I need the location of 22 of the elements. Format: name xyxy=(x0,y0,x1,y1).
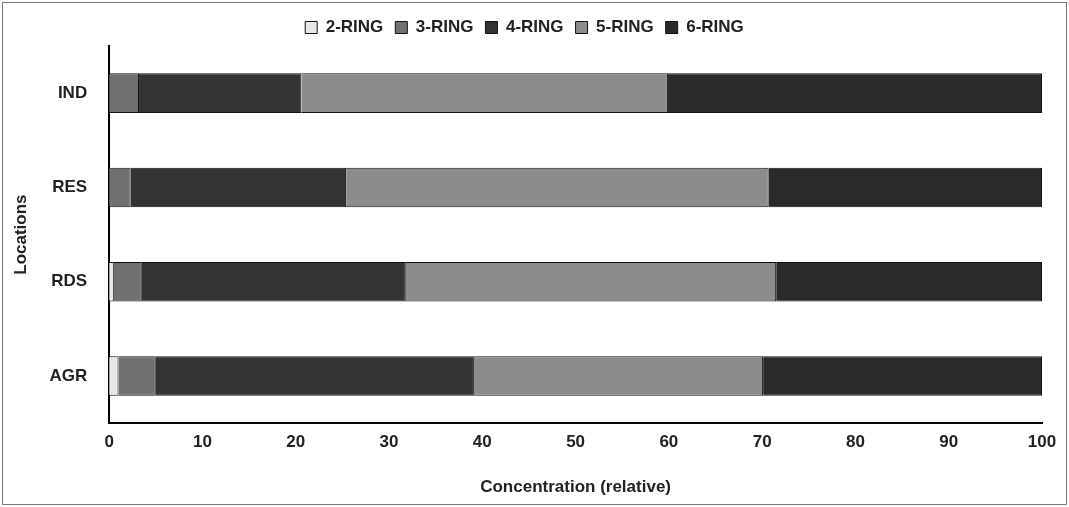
y-axis-title: Locations xyxy=(10,194,30,275)
x-tick-label: 70 xyxy=(752,432,772,452)
legend-label: 5-RING xyxy=(596,17,654,37)
x-tick-label: 90 xyxy=(939,432,959,452)
y-tick-label: RES xyxy=(52,177,88,197)
x-tick-label: 40 xyxy=(472,432,492,452)
legend-label: 3-RING xyxy=(415,17,474,37)
x-tick-label: 0 xyxy=(104,432,114,452)
x-tick-label: 30 xyxy=(379,432,399,452)
y-tick-label: AGR xyxy=(49,365,88,385)
x-tick-label: 100 xyxy=(1027,432,1057,452)
y-tick-label: IND xyxy=(57,82,88,102)
y-tick-label: RDS xyxy=(51,271,88,291)
x-tick-label: 20 xyxy=(286,432,306,452)
x-tick-label: 60 xyxy=(659,432,679,452)
legend-label: 6-RING xyxy=(686,17,744,37)
x-tick-label: 80 xyxy=(845,432,865,452)
x-tick-label: 10 xyxy=(193,432,212,452)
legend-label: 2-RING xyxy=(325,17,384,37)
legend-label: 4-RING xyxy=(505,17,564,37)
x-tick-label: 50 xyxy=(566,432,586,452)
x-axis-title: Concentration (relative) xyxy=(480,477,671,497)
